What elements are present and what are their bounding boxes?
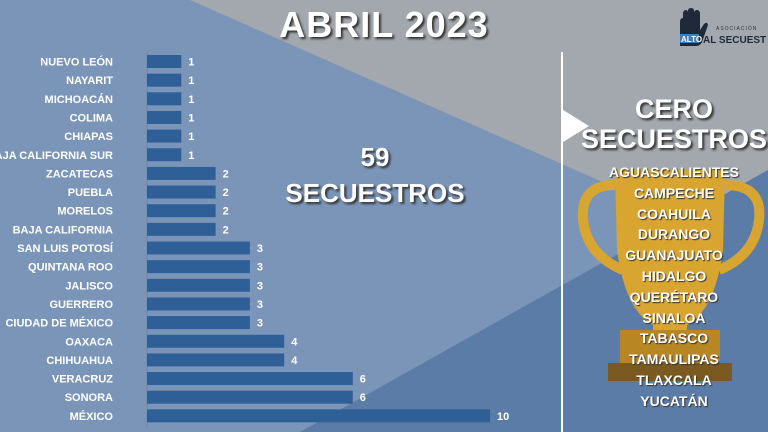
logo-main: AL SECUESTRO — [703, 35, 766, 46]
data-label: 1 — [188, 112, 194, 124]
category-label: BAJA CALIFORNIA — [13, 224, 113, 236]
zero-state-item: GUANAJUATO — [625, 247, 723, 264]
category-label: SAN LUIS POTOSÍ — [17, 242, 114, 255]
zero-state-item: DURANGO — [637, 226, 711, 243]
data-label: 6 — [360, 374, 366, 386]
category-label: MORELOS — [57, 206, 113, 218]
category-label: COLIMA — [70, 112, 113, 124]
bar — [147, 185, 216, 199]
bar — [147, 241, 250, 255]
zero-state-item: COAHUILA — [637, 205, 711, 222]
data-label: 4 — [291, 355, 298, 367]
bar — [147, 148, 182, 162]
category-label: VERACRUZ — [52, 374, 113, 386]
bar — [147, 110, 182, 124]
zero-state-item: TABASCO — [639, 330, 709, 347]
zero-state-item: TAMAULIPAS — [629, 351, 719, 368]
data-label: 3 — [257, 299, 263, 311]
bar — [147, 334, 285, 348]
bar — [147, 390, 353, 404]
data-label: 3 — [257, 318, 263, 330]
page-title: ABRIL 2023 — [279, 4, 489, 45]
category-label: SONORA — [65, 392, 113, 404]
bar — [147, 222, 216, 236]
bar — [147, 55, 182, 68]
zero-state-item: SINALOA — [642, 309, 706, 326]
total-number: 59 — [360, 142, 390, 172]
data-label: 1 — [188, 57, 194, 69]
category-label: NUEVO LEÓN — [40, 56, 113, 69]
category-label: CHIAPAS — [64, 131, 113, 143]
zero-states-list: AGUASCALIENTES CAMPECHE COAHUILA DURANGO GUA… — [580, 162, 768, 412]
category-label: QUINTANA ROO — [28, 262, 113, 274]
bar — [147, 92, 182, 106]
zero-state-item: QUERÉTARO — [629, 288, 719, 305]
bar — [147, 316, 250, 330]
zero-state-item: CAMPECHE — [633, 184, 715, 201]
bar — [147, 297, 250, 311]
data-label: 1 — [188, 75, 194, 87]
data-label: 6 — [360, 392, 366, 404]
data-label: 1 — [188, 150, 194, 162]
category-label: CHIHUAHUA — [46, 355, 113, 367]
data-label: 4 — [291, 336, 298, 348]
zero-state-item: AGUASCALIENTES — [609, 164, 739, 180]
trophy-icon — [577, 170, 765, 381]
bar — [147, 166, 216, 180]
category-label: ZACATECAS — [46, 168, 113, 180]
bar-chart: NUEVO LEÓN 1 NAYARIT 1 MICHOACÁN 1 COLIMA 1 CHIA… — [0, 52, 509, 428]
bar — [147, 129, 182, 143]
data-label: 3 — [257, 280, 263, 292]
zero-title-2: SECUESTROS — [580, 124, 768, 154]
category-label: NAYARIT — [66, 75, 113, 87]
data-label: 1 — [188, 94, 194, 106]
bar — [147, 204, 216, 218]
data-label: 10 — [497, 411, 509, 423]
category-label: MICHOACÁN — [45, 93, 113, 106]
zero-title-1: CERO — [634, 94, 713, 124]
bar — [147, 409, 490, 423]
category-label: PUEBLA — [68, 187, 113, 199]
bar — [147, 260, 250, 274]
zero-state-item: TLAXCALA — [636, 371, 712, 388]
zero-state-item: HIDALGO — [641, 267, 707, 284]
data-label: 2 — [223, 168, 229, 180]
data-label: 2 — [223, 206, 229, 218]
bar — [147, 73, 182, 87]
divider — [561, 52, 563, 432]
logo: ALTO ASOCIACIÓN AL SECUESTRO — [676, 8, 768, 48]
logo-alto: ALTO — [681, 35, 702, 44]
bar — [147, 353, 285, 367]
arrow-right-icon — [563, 110, 589, 142]
bar — [147, 278, 250, 292]
data-label: 1 — [188, 131, 194, 143]
zero-state-item: YUCATÁN — [640, 392, 708, 409]
data-label: 3 — [257, 243, 263, 255]
category-label: MÉXICO — [70, 410, 114, 423]
category-label: OAXACA — [65, 336, 113, 348]
category-label: CIUDAD DE MÉXICO — [5, 317, 113, 330]
logo-top: ASOCIACIÓN — [716, 25, 757, 32]
category-label: GUERRERO — [49, 299, 113, 311]
category-label: BAJA CALIFORNIA SUR — [0, 150, 113, 162]
category-label: JALISCO — [65, 280, 113, 292]
bar — [147, 372, 353, 386]
data-label: 2 — [223, 224, 229, 236]
data-label: 3 — [257, 262, 263, 274]
data-label: 2 — [223, 187, 229, 199]
total-label: SECUESTROS — [285, 178, 465, 208]
